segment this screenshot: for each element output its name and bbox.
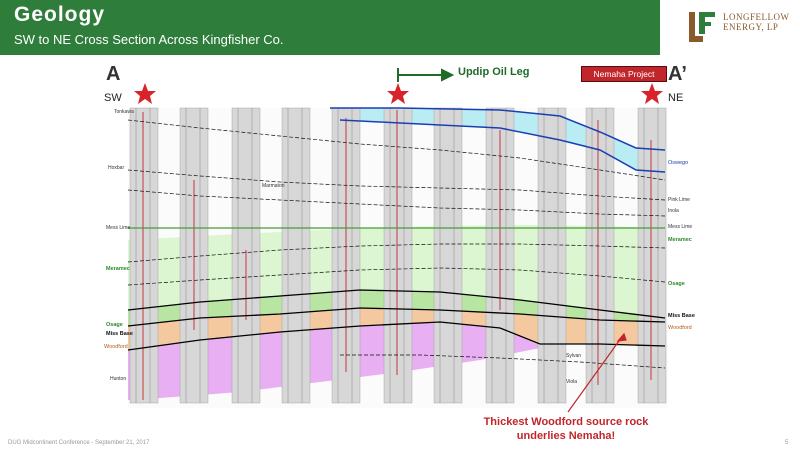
well-red-traces bbox=[142, 110, 652, 400]
star-icon bbox=[387, 83, 409, 104]
well-logs bbox=[129, 107, 667, 404]
formation-meramec-left: Meramec bbox=[106, 266, 130, 272]
formation-miss-base-left: Miss Base bbox=[106, 331, 133, 337]
star-icon bbox=[641, 83, 663, 104]
direction-sw: SW bbox=[104, 92, 122, 104]
formation-osage-left: Osage bbox=[106, 322, 123, 328]
formation-oswego: Oswego bbox=[668, 160, 689, 166]
bold-horizons bbox=[127, 289, 666, 351]
formation-woodford-left: Woodford bbox=[104, 344, 128, 350]
formation-woodford-right: Woodford bbox=[668, 325, 692, 331]
nemaha-project-badge: Nemaha Project bbox=[581, 66, 667, 82]
formation-hunton: Hunton bbox=[110, 376, 127, 382]
footer-conference: DUG Midcontinent Conference - September … bbox=[8, 440, 150, 446]
section-start-label: A bbox=[106, 63, 121, 85]
company-logo-icon bbox=[689, 12, 715, 42]
page-number: 5 bbox=[785, 440, 789, 446]
formation-mess-lime-left: Mess Lime bbox=[106, 225, 131, 231]
formation-pink-lime: Pink Lime bbox=[668, 197, 690, 203]
formation-mess-lime-right: Mess Lime bbox=[668, 224, 693, 230]
formation-hoxbar: Hoxbar bbox=[108, 165, 125, 171]
correlation-lines bbox=[127, 119, 666, 369]
formation-meramec-right: Meramec bbox=[668, 237, 692, 243]
page-subtitle: SW to NE Cross Section Across Kingfisher… bbox=[14, 32, 284, 47]
formation-viola: Viola bbox=[566, 379, 578, 385]
page-title: Geology bbox=[14, 3, 106, 26]
formation-inola: Inola bbox=[668, 208, 679, 214]
callout-arrow-icon bbox=[567, 332, 627, 413]
woodford-zone bbox=[128, 308, 665, 350]
logo-panel bbox=[660, 0, 800, 55]
woodford-callout: Thickest Woodford source rock underlies … bbox=[483, 416, 649, 442]
formation-marmaton: Marmaton bbox=[262, 183, 285, 189]
well-log-traces bbox=[135, 108, 659, 403]
cross-section bbox=[127, 68, 668, 413]
blue-lines bbox=[330, 107, 666, 173]
formation-sylvan: Sylvan bbox=[566, 353, 582, 359]
formation-miss-base-right: Miss Base bbox=[668, 313, 695, 319]
star-icon bbox=[134, 83, 156, 104]
updip-arrow-icon bbox=[397, 68, 455, 82]
direction-ne: NE bbox=[668, 92, 684, 104]
section-end-label: A’ bbox=[668, 63, 687, 85]
company-name: LONGFELLOW ENERGY, LP bbox=[723, 12, 790, 32]
formation-osage-right: Osage bbox=[668, 281, 685, 287]
updip-oil-leg-label: Updip Oil Leg bbox=[458, 66, 530, 78]
formation-tonkawa: Tonkawa bbox=[114, 109, 134, 115]
